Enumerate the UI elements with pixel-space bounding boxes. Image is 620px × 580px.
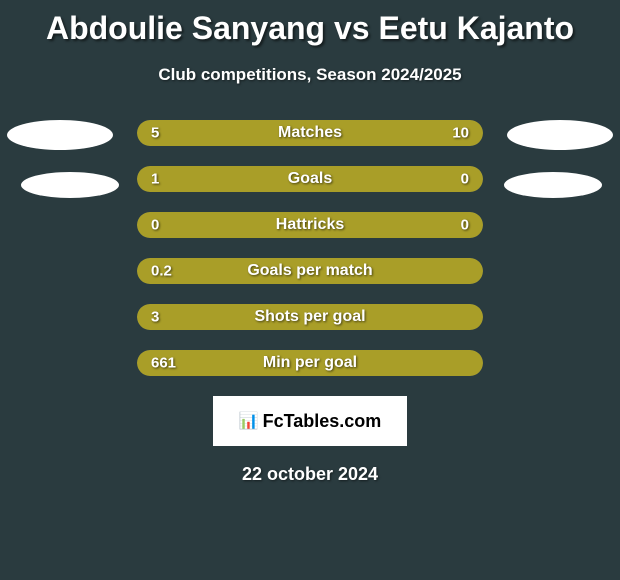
stat-bar-row: 5 Matches 10	[137, 120, 483, 146]
stat-label: Shots per goal	[254, 308, 365, 326]
logo-text: FcTables.com	[263, 411, 382, 432]
date-text: 22 october 2024	[0, 464, 620, 485]
logo-box: 📊 FcTables.com	[213, 396, 407, 446]
stat-value-right: 0	[461, 217, 469, 234]
player-right-ellipse-1	[507, 120, 613, 150]
stat-bar-row: 0 Hattricks 0	[137, 212, 483, 238]
stat-value-left: 5	[151, 125, 159, 142]
stat-value-left: 3	[151, 309, 159, 326]
player-right-ellipse-2	[504, 172, 602, 198]
chart-area: 5 Matches 10 1 Goals 0 0 Hattricks 0 0.2 Goals per…	[0, 120, 620, 376]
stat-bar-row: 661 Min per goal	[137, 350, 483, 376]
bars-container: 5 Matches 10 1 Goals 0 0 Hattricks 0 0.2 Goals per…	[137, 120, 483, 376]
stat-label: Goals	[288, 170, 332, 188]
bar-fill-right	[397, 166, 484, 192]
stat-label: Min per goal	[263, 354, 357, 372]
stat-bar-row: 3 Shots per goal	[137, 304, 483, 330]
stat-bar-row: 1 Goals 0	[137, 166, 483, 192]
player-left-ellipse-1	[7, 120, 113, 150]
comparison-title: Abdoulie Sanyang vs Eetu Kajanto	[0, 0, 620, 47]
stat-value-right: 0	[461, 171, 469, 188]
stat-label: Matches	[278, 124, 342, 142]
stat-label: Hattricks	[276, 216, 344, 234]
stat-value-left: 1	[151, 171, 159, 188]
stat-value-left: 0.2	[151, 263, 172, 280]
stat-value-left: 0	[151, 217, 159, 234]
stat-bar-row: 0.2 Goals per match	[137, 258, 483, 284]
player-left-ellipse-2	[21, 172, 119, 198]
stat-label: Goals per match	[247, 262, 372, 280]
stat-value-right: 10	[452, 125, 469, 142]
stat-value-left: 661	[151, 355, 176, 372]
bar-fill-left	[137, 166, 397, 192]
comparison-subtitle: Club competitions, Season 2024/2025	[0, 65, 620, 85]
chart-icon: 📊	[239, 411, 259, 431]
